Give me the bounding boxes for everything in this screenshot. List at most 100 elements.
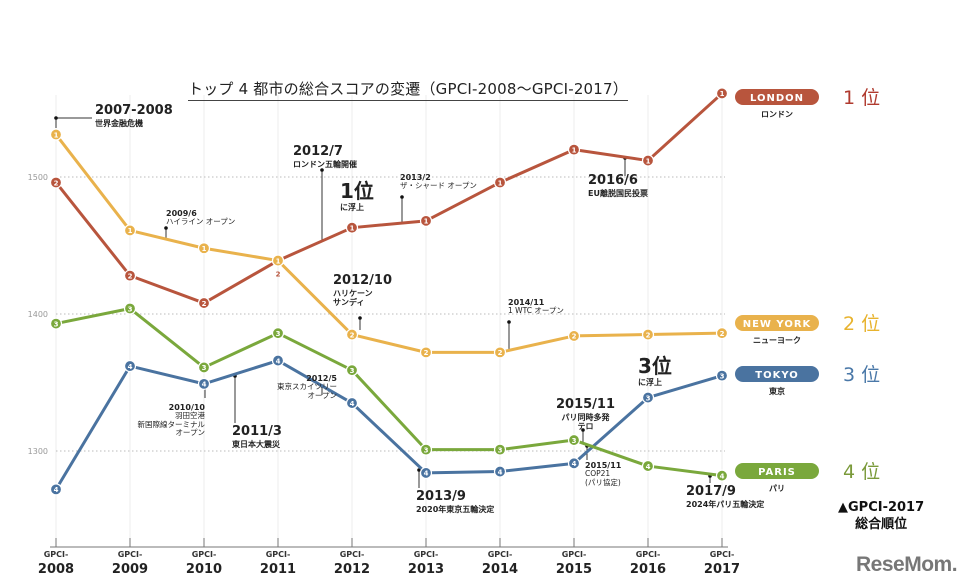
data-point <box>493 346 507 359</box>
annotation-head: 2012/10 <box>333 273 393 288</box>
annotation-head: 2015/11 <box>585 461 622 470</box>
data-point <box>641 459 655 473</box>
data-point-rank: 2 <box>128 272 133 280</box>
annotation: 2009/6 ハイライン オープン <box>166 209 235 227</box>
data-point-rank: 2 <box>572 333 577 341</box>
annotation-text: ロンドン五輪開催 <box>293 159 357 169</box>
data-point <box>641 328 655 341</box>
annotation-head: 2007-2008 <box>95 103 173 118</box>
data-point <box>567 329 581 343</box>
data-point <box>123 359 137 373</box>
data-point-rank: 4 <box>350 400 355 408</box>
legend-label: TOKYO <box>755 370 798 381</box>
data-point-rank: 4 <box>128 363 133 371</box>
x-tick-label: 2012 <box>334 562 370 577</box>
annotation-text: 2024年パリ五輪決定 <box>686 499 765 509</box>
annotation-head: 2013/9 <box>416 489 466 504</box>
data-point <box>715 87 729 100</box>
annotation: 2012/5 東京スカイツリー オープン <box>277 374 337 400</box>
annotation-head: 2010/10 <box>168 403 205 412</box>
data-point-rank: 1 <box>276 257 281 265</box>
annotation-dot <box>581 428 585 432</box>
data-point-rank: 2 <box>276 271 281 279</box>
data-point-rank: 4 <box>646 463 651 471</box>
annotation: 2013/9 2020年東京五輪決定 <box>416 489 494 514</box>
annotation: 2017/9 2024年パリ五輪決定 <box>686 484 765 509</box>
data-point-rank: 4 <box>572 460 577 468</box>
data-point-rank: 1 <box>350 224 355 232</box>
annotation-text: 羽田空港 新国際線ターミナル オープン <box>137 411 206 438</box>
x-tick-label: 2017 <box>704 562 740 577</box>
data-point <box>345 396 359 410</box>
data-point <box>49 483 63 496</box>
final-rank-label: 3 位 <box>843 364 881 386</box>
data-point-rank: 1 <box>54 131 59 139</box>
data-point <box>345 221 359 234</box>
data-point <box>49 317 63 330</box>
x-tick-label: 2010 <box>186 562 222 577</box>
annotation-text: 東京スカイツリー オープン <box>277 382 337 400</box>
final-rank-label: 1 位 <box>843 87 881 109</box>
series-line-london <box>54 92 724 305</box>
data-point-rank: 4 <box>54 486 59 494</box>
x-tick-label: 2016 <box>630 562 666 577</box>
annotation-dot <box>507 320 511 324</box>
annotation: 2010/10 羽田空港 新国際線ターミナル オープン <box>138 403 206 438</box>
x-tick-prefix: GPCI- <box>710 550 735 559</box>
annotation-text: 世界金融危機 <box>95 118 143 128</box>
annotation: 2013/2 ザ・シャード オープン <box>400 173 477 191</box>
annotation: 3位 に浮上 <box>638 354 672 388</box>
data-point-rank: 3 <box>276 330 281 338</box>
data-point <box>419 466 433 480</box>
data-point <box>715 369 729 382</box>
annotation-dot <box>54 116 58 120</box>
data-point <box>345 364 359 377</box>
chart-title: トップ 4 都市の総合スコアの変遷（GPCI-2008〜GPCI-2017） <box>188 78 628 101</box>
ranking-note: ▲GPCI-2017 総合順位 <box>838 500 925 532</box>
annotation-text: ザ・シャード オープン <box>400 181 477 191</box>
data-point-rank: 2 <box>54 179 59 187</box>
annotation-head: 1位 <box>340 179 374 203</box>
data-point <box>493 176 507 189</box>
annotation-text: EU離脱国民投票 <box>588 188 648 198</box>
resemom-logo: ReseMom. <box>856 553 958 576</box>
data-point-rank: 3 <box>720 372 725 380</box>
x-tick-prefix: GPCI- <box>636 550 661 559</box>
annotation-text: COP21 (パリ協定) <box>585 469 621 487</box>
legend-pill <box>735 89 819 105</box>
data-point-rank: 4 <box>498 468 503 476</box>
data-point <box>419 346 433 359</box>
annotation-head: 3位 <box>638 354 672 378</box>
data-point-rank: 2 <box>498 349 503 357</box>
legend-label-ja: ロンドン <box>761 110 793 119</box>
data-point <box>123 269 137 282</box>
data-point-rank: 3 <box>572 437 577 445</box>
annotation-head: 2016/6 <box>588 173 638 188</box>
data-point-rank: 4 <box>424 470 429 478</box>
y-tick-label: 1500 <box>28 173 48 182</box>
annotation-text: 1 WTC オープン <box>508 306 564 316</box>
series-line-paris <box>55 307 723 478</box>
data-point <box>123 224 137 237</box>
legend-label-ja: パリ <box>769 483 785 493</box>
data-point <box>493 465 507 478</box>
x-tick-label: 2015 <box>556 562 592 577</box>
data-point-rank: 4 <box>276 357 281 365</box>
legend-label: PARIS <box>758 467 796 478</box>
data-point-rank: 3 <box>202 364 207 372</box>
data-point <box>271 254 285 267</box>
series-line-new-york <box>54 133 723 354</box>
annotation-text: ハリケーン サンディ <box>333 288 373 308</box>
data-point-rank: 3 <box>350 367 355 375</box>
data-point <box>345 328 359 341</box>
x-tick-label: 2014 <box>482 562 518 577</box>
x-tick-label: 2013 <box>408 562 444 577</box>
annotation-head: 2013/2 <box>400 173 431 182</box>
data-point-rank: 4 <box>202 381 207 389</box>
data-point-rank: 1 <box>720 90 725 98</box>
data-point-rank: 2 <box>720 330 725 338</box>
data-point <box>49 128 63 141</box>
annotation-text: ハイライン オープン <box>166 217 236 227</box>
